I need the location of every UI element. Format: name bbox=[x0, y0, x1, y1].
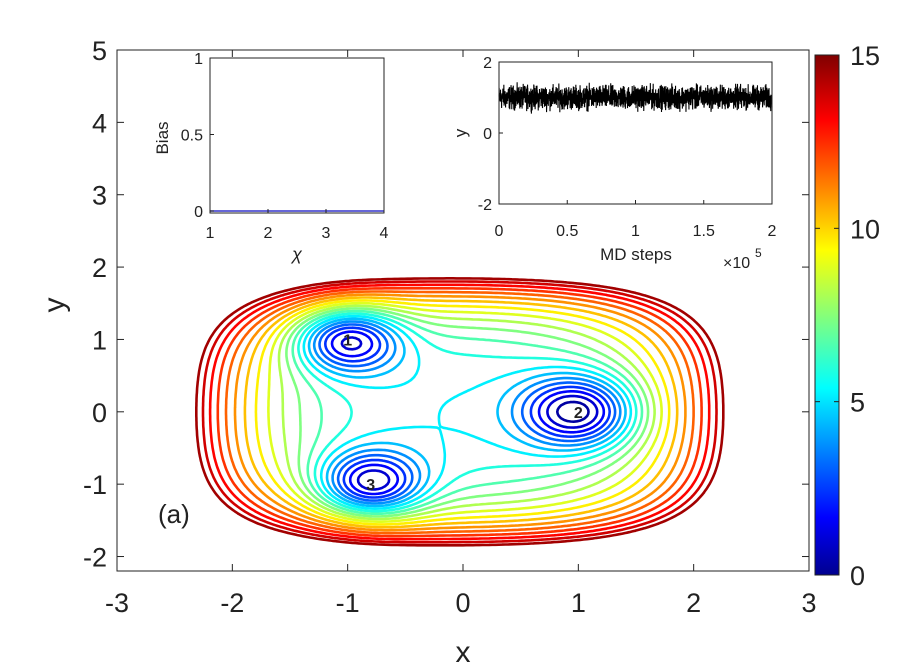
colorbar-ticks: 0 5 10 15 bbox=[815, 41, 880, 591]
bias-x-label: χ bbox=[290, 244, 303, 264]
trajectory-y-label: y bbox=[451, 128, 470, 137]
minima-labels: 1 2 3 bbox=[343, 332, 583, 494]
bias-y-tick-label: 0.5 bbox=[181, 128, 203, 145]
colorbar-tick-label: 0 bbox=[850, 561, 865, 591]
panel-label: (a) bbox=[158, 499, 190, 529]
colorbar-gradient bbox=[814, 54, 840, 576]
contour-level bbox=[224, 290, 695, 535]
trajectory-y-tick-label: 0 bbox=[483, 126, 492, 143]
contour-level bbox=[208, 283, 711, 541]
inset-trajectory-background bbox=[499, 62, 772, 204]
contour-level bbox=[312, 320, 622, 505]
trajectory-x-label: MD steps bbox=[600, 245, 672, 264]
bias-x-tick-label: 1 bbox=[206, 225, 215, 242]
main-x-tick-label: -3 bbox=[105, 588, 129, 618]
trajectory-x-tick-label: 1 bbox=[631, 223, 640, 240]
main-y-tick-label: -2 bbox=[83, 543, 107, 573]
contour-level bbox=[324, 326, 611, 499]
trajectory-x-multiplier: ×10 bbox=[723, 255, 750, 272]
trajectory-series bbox=[498, 82, 773, 114]
trajectory-y-tick-label: -2 bbox=[478, 197, 492, 214]
contour-level bbox=[243, 296, 679, 529]
main-x-label: x bbox=[456, 636, 471, 669]
contour-level bbox=[201, 280, 718, 544]
contour-level bbox=[307, 317, 627, 508]
colorbar-tick-label: 10 bbox=[850, 214, 880, 244]
trajectory-line bbox=[498, 82, 773, 114]
main-x-tick-label: 1 bbox=[571, 588, 586, 618]
main-x-tick-label: 2 bbox=[686, 588, 701, 618]
main-y-label: y bbox=[38, 298, 71, 313]
bias-y-tick-label: 0 bbox=[194, 204, 203, 221]
minimum-label-1: 1 bbox=[343, 332, 352, 349]
main-x-tick-label: -2 bbox=[220, 588, 244, 618]
contour-level bbox=[291, 309, 644, 516]
contour-level bbox=[233, 293, 687, 532]
bias-y-tick-label: 1 bbox=[194, 51, 203, 68]
trajectory-x-ticks: 0 0.5 1 1.5 2 bbox=[495, 200, 777, 240]
main-y-tick-label: 3 bbox=[92, 181, 107, 211]
bias-y-ticks: 00.51 bbox=[181, 51, 214, 221]
minimum-label-3: 3 bbox=[366, 477, 375, 494]
inset-bias-background bbox=[210, 58, 384, 213]
trajectory-x-tick-label: 0.5 bbox=[556, 223, 578, 240]
main-y-tick-label: 0 bbox=[92, 398, 107, 428]
contour-level bbox=[330, 330, 606, 496]
trajectory-x-tick-label: 0 bbox=[495, 223, 504, 240]
contour-level bbox=[318, 323, 617, 502]
main-y-tick-label: 5 bbox=[92, 36, 107, 66]
main-x-ticks: -3 -2 -1 0 1 2 3 bbox=[105, 50, 817, 618]
main-x-tick-label: 3 bbox=[801, 588, 816, 618]
contour-level bbox=[297, 312, 638, 513]
contour-level bbox=[340, 336, 599, 491]
contour-level bbox=[267, 301, 663, 523]
trajectory-x-tick-label: 2 bbox=[768, 223, 777, 240]
contour-level bbox=[556, 400, 590, 423]
contour-level bbox=[254, 299, 671, 526]
contour-level bbox=[285, 307, 650, 518]
bias-y-label: Bias bbox=[153, 121, 172, 154]
minimum-label-2: 2 bbox=[574, 405, 583, 422]
contour-level bbox=[195, 277, 725, 547]
colorbar-tick-label: 5 bbox=[850, 388, 865, 418]
contour-level bbox=[302, 314, 633, 510]
main-y-tick-label: -1 bbox=[83, 470, 107, 500]
bias-x-tick-label: 2 bbox=[264, 225, 273, 242]
contour-level bbox=[277, 304, 656, 521]
main-x-tick-label: -1 bbox=[336, 588, 360, 618]
inset-bias-frame bbox=[209, 57, 385, 214]
bias-x-tick-label: 4 bbox=[380, 225, 389, 242]
main-y-tick-label: 2 bbox=[92, 253, 107, 283]
bias-x-ticks: 1 2 3 4 bbox=[206, 209, 389, 242]
main-y-tick-label: 4 bbox=[92, 108, 107, 138]
trajectory-x-multiplier-exponent: 5 bbox=[755, 246, 762, 260]
contour-lines bbox=[195, 277, 725, 547]
trajectory-y-tick-label: 2 bbox=[483, 55, 492, 72]
trajectory-x-tick-label: 1.5 bbox=[693, 223, 715, 240]
colorbar: 0 5 10 15 bbox=[814, 41, 880, 591]
bias-x-tick-label: 3 bbox=[322, 225, 331, 242]
main-x-tick-label: 0 bbox=[455, 588, 470, 618]
contour-level bbox=[216, 287, 703, 538]
colorbar-tick-label: 15 bbox=[850, 41, 880, 71]
trajectory-y-ticks: -2 0 2 bbox=[478, 55, 503, 214]
inset-trajectory: 0 0.5 1 1.5 2 -202 MD steps y ×10 5 bbox=[451, 55, 777, 272]
main-y-tick-label: 1 bbox=[92, 325, 107, 355]
